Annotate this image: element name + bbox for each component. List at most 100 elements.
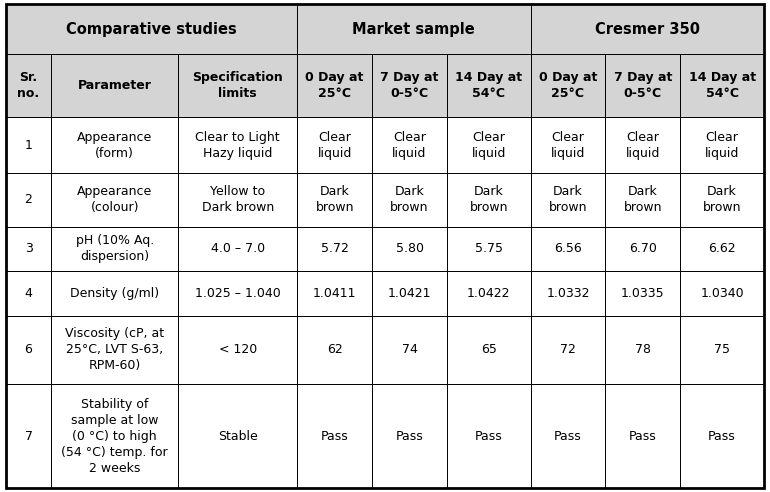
Bar [372,117,447,173]
Text: Clear
liquid: Clear liquid [551,130,585,159]
Text: Parameter: Parameter [78,79,152,92]
Bar [531,4,764,55]
Bar [297,271,372,316]
Text: 6.56: 6.56 [554,243,582,255]
Bar [6,227,51,271]
Bar [372,173,447,227]
Text: Clear to Light
Hazy liquid: Clear to Light Hazy liquid [196,130,280,159]
Bar [447,316,531,384]
Bar [51,227,179,271]
Bar [531,227,605,271]
Bar [531,173,605,227]
Bar [51,55,179,117]
Text: 7 Day at
0-5°C: 7 Day at 0-5°C [614,71,672,100]
Bar [605,271,681,316]
Text: Pass: Pass [321,430,349,443]
Text: Clear
liquid: Clear liquid [705,130,739,159]
Bar [6,55,51,117]
Text: 14 Day at
54°C: 14 Day at 54°C [455,71,522,100]
Text: Dark
brown: Dark brown [316,185,354,215]
Bar [605,384,681,488]
Text: 6.70: 6.70 [629,243,657,255]
Bar [447,55,531,117]
Text: 7: 7 [25,430,32,443]
Text: Dark
brown: Dark brown [703,185,742,215]
Bar [447,384,531,488]
Text: Pass: Pass [554,430,582,443]
Bar [6,117,51,173]
Text: Dark
brown: Dark brown [470,185,508,215]
Bar [51,117,179,173]
Bar [447,173,531,227]
Bar [531,55,605,117]
Bar [447,227,531,271]
Bar [297,384,372,488]
Bar [6,384,51,488]
Bar [297,173,372,227]
Bar [179,173,297,227]
Text: Pass: Pass [396,430,424,443]
Bar [681,55,764,117]
Text: Appearance
(colour): Appearance (colour) [77,185,152,215]
Bar [51,271,179,316]
Bar [681,384,764,488]
Text: 1.025 – 1.040: 1.025 – 1.040 [195,287,280,300]
Text: Pass: Pass [629,430,657,443]
Bar [6,316,51,384]
Text: 4.0 – 7.0: 4.0 – 7.0 [211,243,265,255]
Bar [605,117,681,173]
Text: 72: 72 [560,343,576,356]
Text: Dark
brown: Dark brown [549,185,588,215]
Text: Stable: Stable [218,430,258,443]
Text: 62: 62 [326,343,343,356]
Text: Yellow to
Dark brown: Yellow to Dark brown [202,185,274,215]
Text: Clear
liquid: Clear liquid [471,130,506,159]
Text: Clear
liquid: Clear liquid [317,130,352,159]
Bar [6,4,297,55]
Text: 0 Day at
25°C: 0 Day at 25°C [539,71,598,100]
Bar [447,271,531,316]
Bar [372,271,447,316]
Bar [51,316,179,384]
Text: 65: 65 [480,343,497,356]
Bar [681,173,764,227]
Bar [179,55,297,117]
Bar [6,173,51,227]
Text: Dark
brown: Dark brown [390,185,429,215]
Bar [531,117,605,173]
Bar [681,316,764,384]
Text: 1.0422: 1.0422 [467,287,511,300]
Text: 1.0332: 1.0332 [546,287,590,300]
Text: Stability of
sample at low
(0 °C) to high
(54 °C) temp. for
2 weeks: Stability of sample at low (0 °C) to hig… [62,398,168,475]
Bar [681,227,764,271]
Bar [6,271,51,316]
Text: Comparative studies: Comparative studies [66,22,237,37]
Text: 5.80: 5.80 [396,243,424,255]
Bar [51,384,179,488]
Bar [297,316,372,384]
Text: 6.62: 6.62 [708,243,736,255]
Bar [179,316,297,384]
Text: Cresmer 350: Cresmer 350 [594,22,700,37]
Text: Viscosity (cP, at
25°C, LVT S-63,
RPM-60): Viscosity (cP, at 25°C, LVT S-63, RPM-60… [65,328,164,372]
Bar [297,55,372,117]
Text: Dark
brown: Dark brown [624,185,662,215]
Bar [605,316,681,384]
Bar [605,173,681,227]
Bar [179,117,297,173]
Bar [179,384,297,488]
Text: Density (g/ml): Density (g/ml) [70,287,159,300]
Bar [372,316,447,384]
Text: 75: 75 [714,343,730,356]
Text: 2: 2 [25,193,32,207]
Bar [179,227,297,271]
Text: 1: 1 [25,139,32,152]
Text: 5.75: 5.75 [475,243,503,255]
Bar [179,271,297,316]
Bar [372,384,447,488]
Bar [681,117,764,173]
Text: Pass: Pass [475,430,503,443]
Text: 5.72: 5.72 [320,243,349,255]
Bar [297,4,531,55]
Text: Market sample: Market sample [353,22,475,37]
